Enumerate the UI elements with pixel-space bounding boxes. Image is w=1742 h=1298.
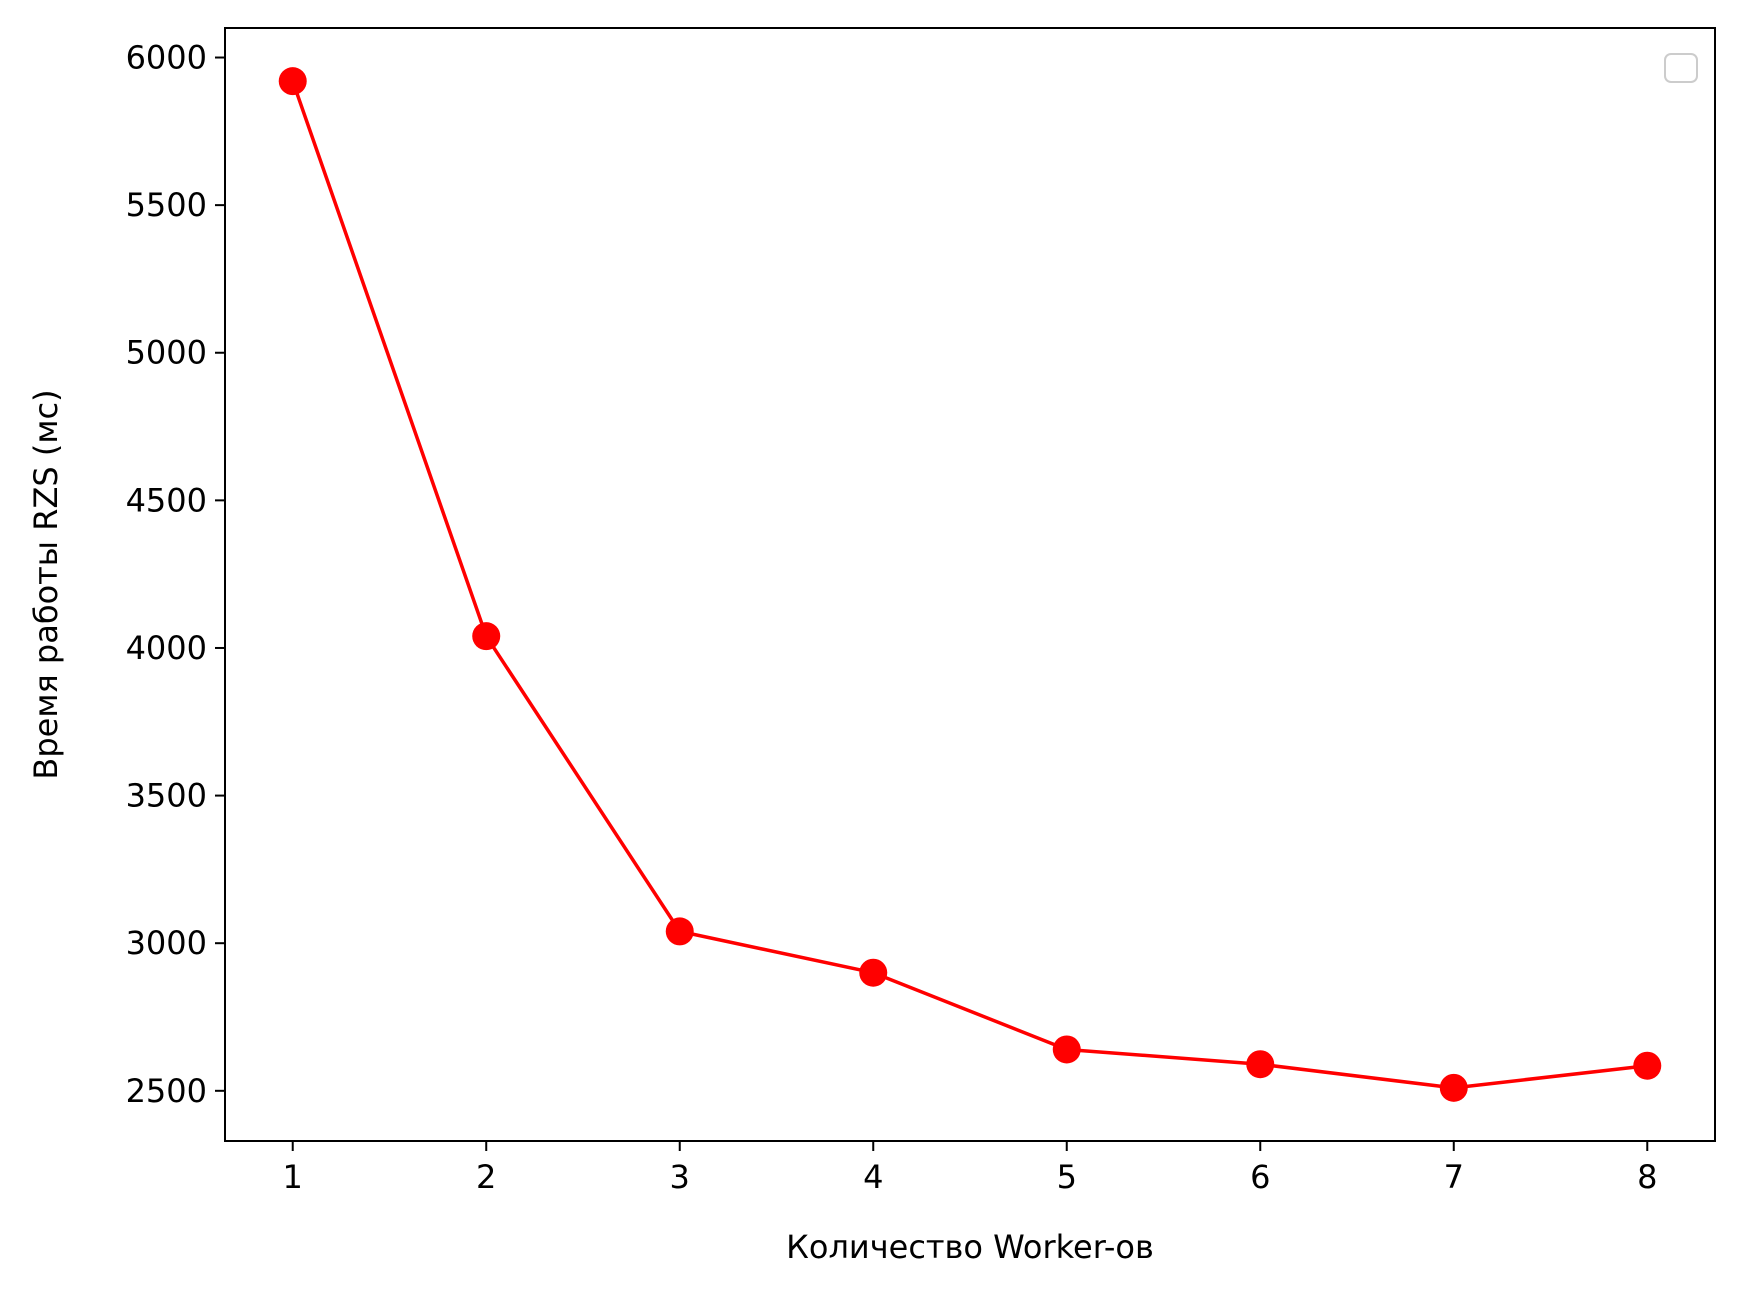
y-tick-label: 5000 [126,334,207,372]
y-tick-label: 2500 [126,1072,207,1110]
data-point [859,958,888,987]
plot-area [224,27,1716,1142]
x-tick-label: 4 [863,1158,883,1196]
y-tick-label: 6000 [126,39,207,77]
y-tick-label: 3500 [126,777,207,815]
y-axis: 2500 3000 3500 4000 4500 5000 5500 6000 [126,39,225,1110]
y-tick-label: 5500 [126,186,207,224]
data-point [1439,1073,1468,1102]
y-axis-title: Время работы RZS (мс) [27,389,65,779]
x-tick-label: 7 [1444,1158,1464,1196]
data-point [472,622,501,651]
x-tick-label: 3 [670,1158,690,1196]
data-point [278,67,307,96]
legend-box [1664,53,1698,83]
y-tick-label: 3000 [126,924,207,962]
data-point [1052,1035,1081,1064]
series-layer [278,67,1662,1102]
data-point [665,917,694,946]
data-point [1246,1050,1275,1079]
x-tick-label: 5 [1057,1158,1077,1196]
data-point [1633,1051,1662,1080]
series-line [291,80,1648,1090]
x-tick-label: 6 [1250,1158,1270,1196]
x-tick-label: 2 [476,1158,496,1196]
y-tick-label: 4000 [126,629,207,667]
x-tick-label: 8 [1637,1158,1657,1196]
x-axis: 1 2 3 4 5 6 7 8 [283,1141,1657,1196]
y-tick-label: 4500 [126,481,207,519]
x-axis-title: Количество Worker-ов [786,1228,1154,1266]
x-tick-label: 1 [283,1158,303,1196]
